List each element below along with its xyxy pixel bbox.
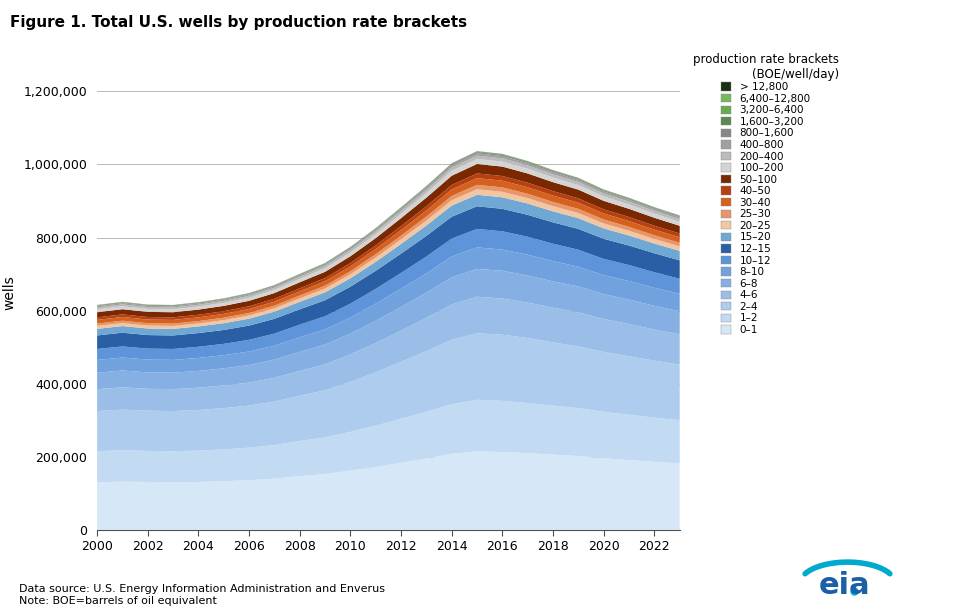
- Legend: > 12,800, 6,400–12,800, 3,200–6,400, 1,600–3,200, 800–1,600, 400–800, 200–400, 1: > 12,800, 6,400–12,800, 3,200–6,400, 1,6…: [690, 51, 841, 337]
- Text: Data source: U.S. Energy Information Administration and Enverus: Data source: U.S. Energy Information Adm…: [19, 584, 385, 594]
- Text: eia: eia: [819, 571, 871, 600]
- Text: Note: BOE=barrels of oil equivalent: Note: BOE=barrels of oil equivalent: [19, 596, 218, 606]
- Text: Figure 1. Total U.S. wells by production rate brackets: Figure 1. Total U.S. wells by production…: [10, 15, 467, 30]
- Y-axis label: wells: wells: [3, 275, 17, 310]
